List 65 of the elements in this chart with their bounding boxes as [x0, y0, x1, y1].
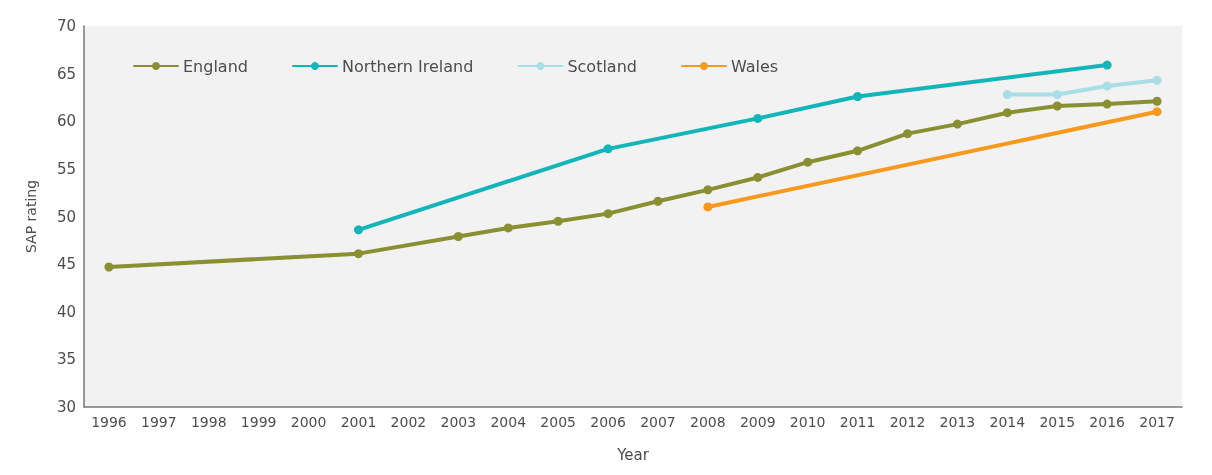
point — [703, 202, 713, 212]
point — [653, 196, 663, 206]
x-tick-label: 2007 — [640, 414, 676, 430]
x-tick-label: 2017 — [1139, 414, 1175, 430]
point — [1152, 75, 1162, 85]
y-tick-label: 65 — [56, 64, 76, 83]
point — [1102, 60, 1112, 70]
x-tick-label: 1999 — [240, 414, 277, 430]
point — [1152, 107, 1162, 117]
y-axis-title: SAP rating — [23, 179, 39, 254]
x-tick-label: 2013 — [939, 414, 976, 430]
x-tick-label: 2011 — [839, 414, 876, 430]
x-tick-label: 2002 — [390, 414, 427, 430]
y-tick-label: 55 — [56, 159, 76, 178]
legend-label: Scotland — [567, 56, 637, 76]
point — [503, 223, 513, 233]
point — [1102, 99, 1112, 109]
x-tick-label: 2005 — [540, 414, 576, 430]
legend-label: Wales — [730, 56, 779, 76]
point — [354, 249, 363, 259]
x-tick-label: 1998 — [190, 414, 227, 430]
x-tick-label: 2000 — [290, 414, 327, 430]
point — [853, 91, 863, 101]
point — [853, 146, 863, 156]
x-tick-label: 2004 — [490, 414, 527, 430]
x-tick-label: 2003 — [440, 414, 477, 430]
point — [1102, 81, 1112, 91]
point — [553, 216, 563, 226]
y-tick-label: 30 — [56, 398, 76, 416]
point — [104, 262, 114, 272]
point — [1052, 90, 1062, 100]
legend-label: England — [183, 56, 248, 76]
legend-label: Northern Ireland — [341, 56, 474, 76]
point — [1002, 108, 1012, 118]
x-tick-label: 2016 — [1089, 414, 1126, 430]
x-tick-label: 2015 — [1039, 414, 1076, 430]
point — [453, 232, 463, 241]
x-tick-label: 1996 — [91, 414, 127, 430]
point — [354, 225, 363, 235]
point — [903, 129, 912, 139]
point — [1002, 90, 1012, 100]
point — [803, 157, 813, 167]
point — [603, 209, 613, 219]
point — [1052, 101, 1062, 111]
x-tick-label: 2014 — [989, 414, 1026, 430]
point — [603, 144, 613, 154]
y-tick-label: 60 — [56, 112, 76, 131]
y-tick-label: 70 — [56, 17, 76, 35]
x-tick-label: 2001 — [340, 414, 377, 430]
y-tick-label: 40 — [56, 302, 76, 321]
point — [753, 113, 763, 123]
x-tick-label: 2006 — [590, 414, 626, 430]
x-tick-label: 2008 — [690, 414, 726, 430]
y-tick-label: 45 — [56, 255, 76, 274]
x-tick-label: 1997 — [141, 414, 177, 430]
point — [952, 119, 962, 129]
point — [753, 172, 763, 182]
x-tick-label: 2009 — [739, 414, 776, 430]
x-tick-label: 2010 — [789, 414, 826, 430]
point — [1152, 96, 1162, 106]
x-tick-label: 2012 — [889, 414, 926, 430]
x-axis-title: Year — [616, 445, 650, 464]
point — [703, 185, 713, 195]
y-tick-label: 35 — [56, 350, 76, 369]
y-tick-label: 50 — [56, 207, 76, 226]
